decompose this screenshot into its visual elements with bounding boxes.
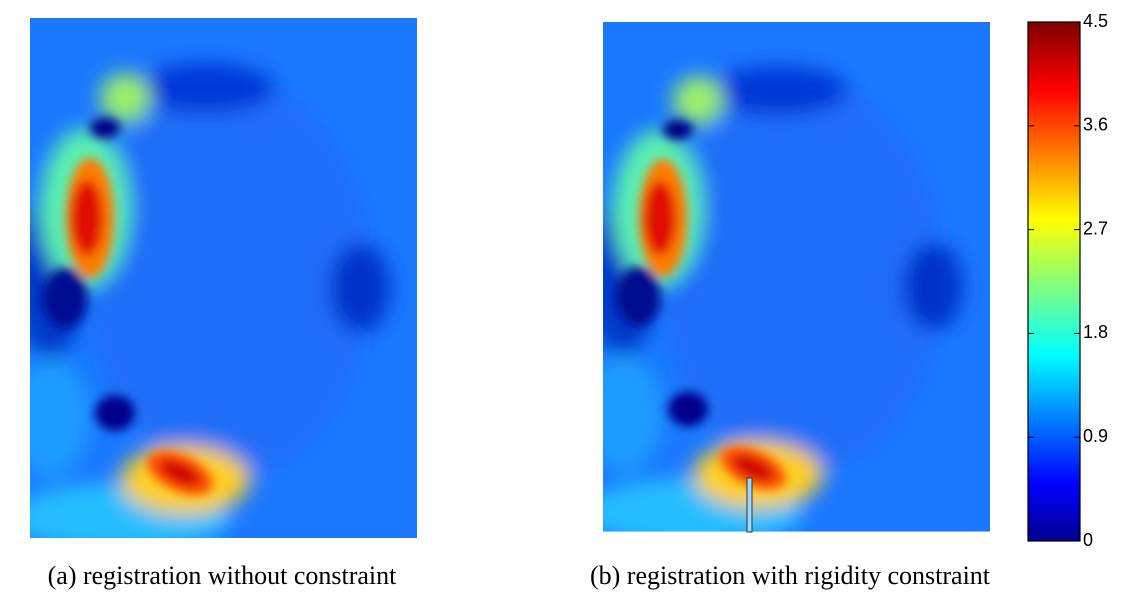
figure: (a) registration without constraint (b) … xyxy=(0,0,1125,594)
tick-label: 0 xyxy=(1083,530,1093,550)
caption-a: (a) registration without constraint xyxy=(48,561,398,590)
panel-b-image xyxy=(583,22,990,546)
panel-a-image xyxy=(10,18,417,553)
caption-b: (b) registration with rigidity constrain… xyxy=(590,561,991,590)
tick-label: 1.8 xyxy=(1083,322,1108,342)
tick-label: 0.9 xyxy=(1083,426,1108,446)
tick-label: 2.7 xyxy=(1083,218,1108,238)
tick-label: 4.5 xyxy=(1083,11,1108,31)
colorbar xyxy=(1028,22,1080,541)
rigid-marker xyxy=(747,478,752,532)
tick-label: 3.6 xyxy=(1083,115,1108,135)
